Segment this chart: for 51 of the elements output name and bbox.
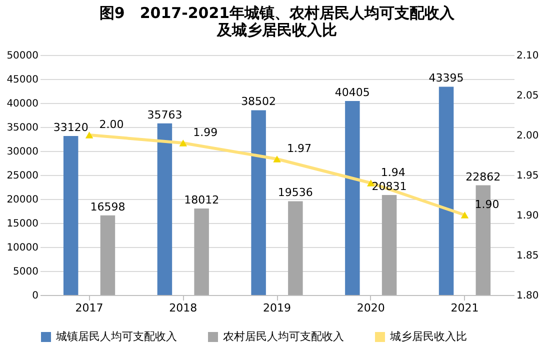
data-label: 1.90 xyxy=(474,198,500,211)
legend-label: 城镇居民人均可支配收入 xyxy=(55,330,177,343)
data-label: 1.94 xyxy=(380,166,406,179)
data-label: 19536 xyxy=(278,186,313,200)
bar xyxy=(63,136,78,295)
bar xyxy=(345,101,360,295)
y2-tick-label: 1.95 xyxy=(516,170,539,182)
y-tick-label: 20000 xyxy=(6,194,38,206)
y-tick-label: 0 xyxy=(32,290,38,302)
y-tick-label: 30000 xyxy=(6,146,38,158)
y2-tick-label: 2.05 xyxy=(516,90,539,102)
bar xyxy=(251,110,266,295)
y-tick-label: 45000 xyxy=(6,74,38,86)
x-tick-label: 2019 xyxy=(263,302,291,314)
y-tick-label: 10000 xyxy=(6,242,38,254)
data-label: 2.00 xyxy=(99,118,124,131)
x-tick-label: 2020 xyxy=(356,302,385,314)
data-label: 20831 xyxy=(372,180,407,194)
y-tick-label: 35000 xyxy=(6,122,38,134)
data-label: 35763 xyxy=(147,108,182,122)
bar xyxy=(157,123,172,295)
data-label: 18012 xyxy=(184,194,220,207)
data-label: 33120 xyxy=(53,121,88,134)
x-tick-label: 2017 xyxy=(75,302,104,314)
data-label: 38502 xyxy=(241,95,276,108)
bar xyxy=(194,208,209,295)
y2-tick-label: 1.80 xyxy=(516,290,539,302)
data-label: 43395 xyxy=(428,72,464,85)
bar xyxy=(288,201,303,295)
y-tick-label: 15000 xyxy=(6,218,38,230)
x-tick-label: 2021 xyxy=(450,302,479,314)
y-tick-label: 40000 xyxy=(6,98,38,110)
data-label: 1.99 xyxy=(193,126,218,139)
bar xyxy=(382,195,397,295)
y2-tick-label: 1.90 xyxy=(516,210,539,222)
data-label: 1.97 xyxy=(287,142,312,155)
y-tick-label: 25000 xyxy=(6,170,38,182)
bar xyxy=(438,86,454,295)
data-label: 22862 xyxy=(466,170,501,184)
y2-tick-label: 2.00 xyxy=(516,130,539,142)
y-tick-label: 50000 xyxy=(6,50,38,62)
bar xyxy=(100,215,116,295)
data-label: 16598 xyxy=(90,200,126,214)
chart-title: 图9 2017-2021年城镇、农村居民人均可支配收入及城乡居民收入比 xyxy=(99,4,456,39)
data-label: 40405 xyxy=(334,86,370,100)
y2-tick-label: 2.10 xyxy=(516,50,539,62)
y-tick-label: 5000 xyxy=(13,266,38,278)
legend-label: 城乡居民收入比 xyxy=(389,330,467,343)
y2-tick-label: 1.85 xyxy=(516,250,539,262)
x-tick-label: 2018 xyxy=(169,302,198,314)
legend-label: 农村居民人均可支配收入 xyxy=(223,330,344,343)
